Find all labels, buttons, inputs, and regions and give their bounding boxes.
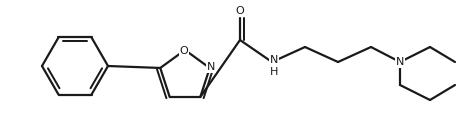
Text: N: N (206, 62, 215, 72)
Text: O: O (180, 46, 188, 56)
Text: O: O (236, 6, 244, 16)
Text: N
H: N H (270, 55, 278, 77)
Text: N: N (396, 57, 404, 67)
